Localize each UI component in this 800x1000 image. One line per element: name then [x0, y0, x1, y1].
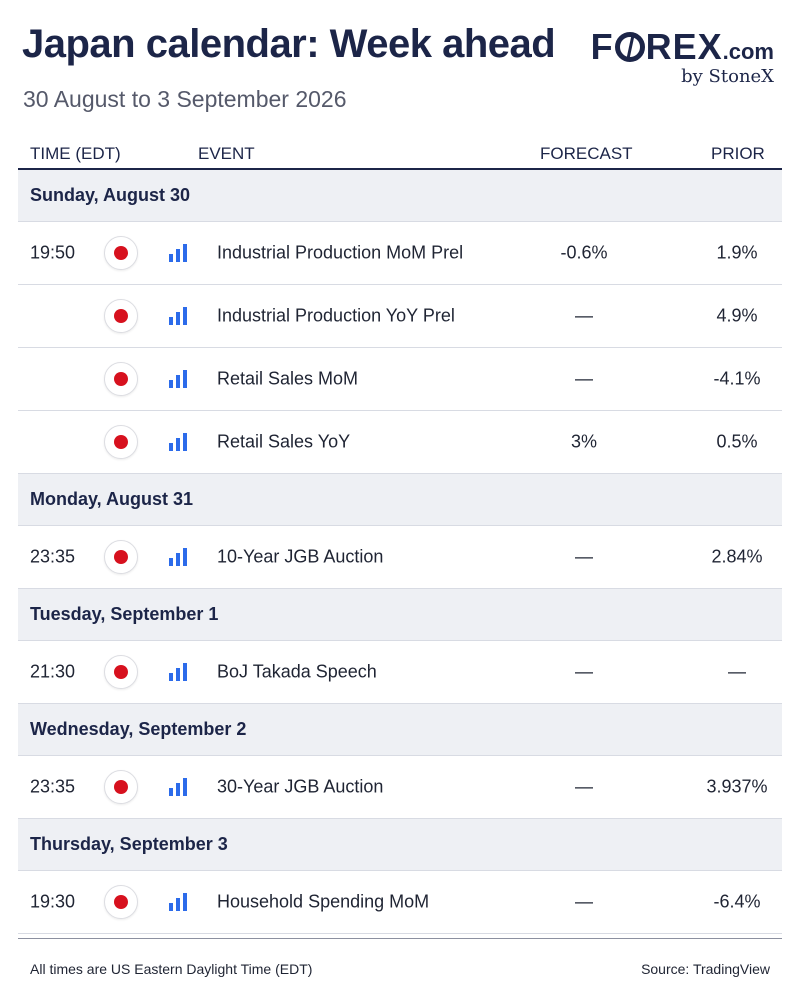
logo-word-left: F — [590, 26, 614, 67]
forecast-value: — — [575, 368, 593, 389]
event-name: Industrial Production YoY Prel — [217, 305, 455, 326]
table-row[interactable]: 19:30 Household Spending MoM — -6.4% — [18, 871, 782, 934]
event-name: Industrial Production MoM Prel — [217, 242, 464, 263]
day-header: Thursday, September 3 — [18, 819, 782, 871]
page-subtitle: 30 August to 3 September 2026 — [23, 86, 347, 112]
forecast-value: — — [575, 661, 593, 682]
prior-value: -4.1% — [713, 368, 761, 389]
importance-bars-icon — [169, 307, 188, 325]
column-header-time: TIME (EDT) — [30, 144, 121, 163]
prior-value: 4.9% — [716, 305, 758, 326]
japan-flag-icon — [104, 540, 138, 574]
japan-flag-icon — [104, 885, 138, 919]
table-body: Sunday, August 30 19:50 Industrial Product… — [18, 170, 782, 934]
calendar-table: TIME (EDT) EVENT FORECAST PRIOR Sunday, … — [18, 140, 782, 934]
japan-flag-icon — [104, 655, 138, 689]
forecast-value: -0.6% — [560, 242, 608, 263]
footer-source: Source: TradingView — [641, 961, 770, 977]
importance-bars-icon — [169, 548, 188, 566]
event-name: BoJ Takada Speech — [217, 661, 377, 682]
prior-value: — — [728, 661, 746, 682]
event-time: 23:35 — [30, 546, 76, 567]
event-time: 19:30 — [30, 891, 76, 912]
day-header: Monday, August 31 — [18, 474, 782, 526]
forecast-value: — — [575, 546, 593, 567]
column-header-event: EVENT — [198, 144, 255, 163]
table-row[interactable]: 21:30 BoJ Takada Speech — — — [18, 641, 782, 704]
day-header: Sunday, August 30 — [18, 170, 782, 222]
japan-flag-icon — [104, 425, 138, 459]
importance-bars-icon — [169, 893, 188, 911]
forecast-value: — — [575, 776, 593, 797]
day-header: Wednesday, September 2 — [18, 704, 782, 756]
table-row[interactable]: 19:50 Industrial Production MoM Prel -0.6%… — [18, 222, 782, 285]
japan-flag-icon — [104, 362, 138, 396]
page-title: Japan calendar: Week ahead — [22, 22, 556, 66]
prior-value: -6.4% — [713, 891, 761, 912]
prior-value: 2.84% — [711, 546, 763, 567]
table-row[interactable]: Retail Sales YoY 3% 0.5% — [18, 411, 782, 474]
column-header-forecast: FORECAST — [540, 144, 633, 163]
event-time: 21:30 — [30, 661, 76, 682]
forecast-value: — — [575, 305, 593, 326]
table-row[interactable]: Industrial Production YoY Prel — 4.9% — [18, 285, 782, 348]
table-row[interactable]: 23:35 30-Year JGB Auction — 3.937% — [18, 756, 782, 819]
footer-note: All times are US Eastern Daylight Time (… — [30, 961, 313, 977]
logo-coin-icon — [614, 32, 645, 62]
japan-flag-icon — [104, 299, 138, 333]
table-header: TIME (EDT) EVENT FORECAST PRIOR — [18, 140, 782, 170]
event-name: 30-Year JGB Auction — [217, 776, 384, 797]
forecast-value: 3% — [570, 431, 598, 452]
importance-bars-icon — [169, 778, 188, 796]
event-time: 19:50 — [30, 242, 76, 263]
event-name: Retail Sales YoY — [217, 431, 351, 452]
japan-flag-icon — [104, 236, 138, 270]
logo-suffix: .com — [722, 39, 774, 64]
prior-value: 1.9% — [716, 242, 758, 263]
importance-bars-icon — [169, 244, 188, 262]
logo-word-right: REX — [645, 26, 723, 67]
header: Japan calendar: Week ahead 30 August to … — [0, 0, 800, 140]
importance-bars-icon — [169, 433, 188, 451]
japan-flag-icon — [104, 770, 138, 804]
event-name: 10-Year JGB Auction — [217, 546, 384, 567]
event-time: 23:35 — [30, 776, 76, 797]
forex-logo[interactable]: F REX.com by StoneX — [564, 26, 774, 96]
table-row[interactable]: Retail Sales MoM — -4.1% — [18, 348, 782, 411]
logo-wordmark: F REX.com — [591, 26, 774, 68]
importance-bars-icon — [169, 370, 188, 388]
footer: All times are US Eastern Daylight Time (… — [18, 938, 782, 1000]
day-header: Tuesday, September 1 — [18, 589, 782, 641]
importance-bars-icon — [169, 663, 188, 681]
table-row[interactable]: 23:35 10-Year JGB Auction — 2.84% — [18, 526, 782, 589]
event-name: Household Spending MoM — [217, 891, 430, 912]
column-header-prior: PRIOR — [711, 144, 765, 163]
prior-value: 0.5% — [716, 431, 758, 452]
event-name: Retail Sales MoM — [217, 368, 359, 389]
logo-byline: by StoneX — [681, 66, 774, 87]
prior-value: 3.937% — [706, 776, 768, 797]
forecast-value: — — [575, 891, 593, 912]
